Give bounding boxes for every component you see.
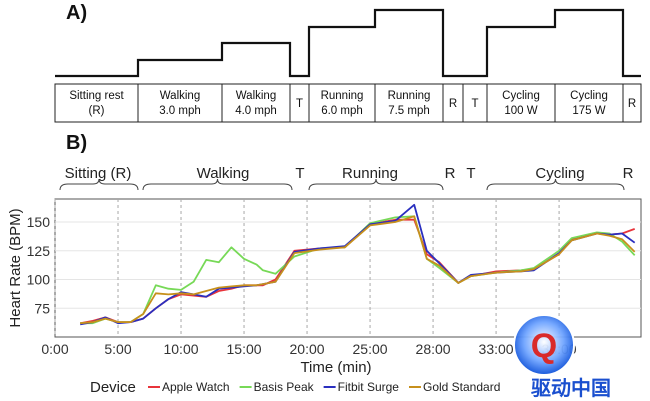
panel-b-label: B) [66,132,88,154]
phase-brace [486,178,625,191]
y-tick-label: 125 [27,243,51,259]
watermark-logo: Q 驱动中国 [513,314,611,399]
protocol-table-border [54,83,642,123]
protocol-step-line [55,8,641,78]
protocol-cell-label: Running [388,90,431,102]
protocol-cell-label: T [296,98,303,110]
phase-label: Walking [197,165,250,182]
x-tick-label: 25:00 [353,341,388,357]
legend-title: Device [90,379,136,396]
protocol-cell-label: Walking [160,90,200,102]
phase-label: T [295,165,304,182]
x-tick-label: 10:00 [163,341,198,357]
phase-label: Cycling [535,165,584,182]
phase-label: Sitting (R) [65,165,132,182]
y-tick-label: 150 [27,214,51,230]
protocol-cell-sublabel: 6.0 mph [321,105,363,117]
phase-label: R [445,165,456,182]
protocol-cell-label: Cycling [570,90,608,102]
x-axis-label: Time (min) [300,359,371,376]
x-tick-label: 20:00 [290,341,325,357]
phase-label: Running [342,165,398,182]
phase-label: R [623,165,634,182]
legend-entry: Gold Standard [423,380,500,394]
y-axis-label: Heart Rate (BPM) [7,208,24,327]
x-tick-label: 15:00 [227,341,262,357]
protocol-cell-sublabel: (R) [89,105,105,117]
protocol-cell-label: R [628,98,636,110]
series-line-gold-standard [80,215,636,325]
phase-brace [142,178,293,191]
y-tick-label: 75 [34,300,50,316]
x-tick-label: 5:00 [104,341,131,357]
watermark-glyph: Q [531,327,557,365]
watermark-ring [513,314,575,376]
legend-entry: Apple Watch [162,380,230,394]
protocol-cell-label: Cycling [502,90,540,102]
legend-entry: Basis Peak [254,380,315,394]
watermark-circle [514,315,574,375]
phase-brace [308,178,444,191]
protocol-cell-label: Running [321,90,364,102]
x-tick-label: 33:00 [479,341,514,357]
phase-label: T [466,165,475,182]
protocol-cell-sublabel: 3.0 mph [159,105,201,117]
protocol-cell-sublabel: 175 W [572,105,605,117]
legend-entry: Fitbit Surge [338,380,400,394]
y-tick-label: 100 [27,272,51,288]
protocol-cell-sublabel: 100 W [504,105,537,117]
protocol-cell-label: R [449,98,457,110]
series-line-basis-peak [80,215,636,325]
panel-a-label: A) [66,2,88,24]
protocol-cell-label: T [471,98,478,110]
watermark-text: 驱动中国 [531,376,611,399]
protocol-diagram: Sitting rest (R) Walking 3.0 mph Walking 4.0 … [54,8,642,123]
protocol-cell-sublabel: 7.5 mph [388,105,430,117]
protocol-cell-label: Sitting rest [69,90,124,102]
protocol-cell-label: Walking [236,90,276,102]
phase-brace [59,178,139,191]
protocol-cell-sublabel: 4.0 mph [235,105,277,117]
x-tick-label: 0:00 [41,341,68,357]
x-tick-label: 28:00 [416,341,451,357]
